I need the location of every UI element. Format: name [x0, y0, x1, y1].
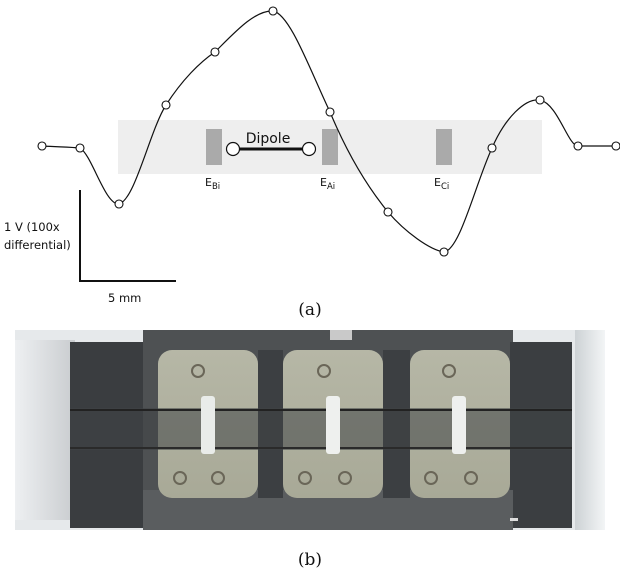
hole — [173, 471, 187, 485]
window-2 — [326, 396, 340, 454]
hole — [338, 471, 352, 485]
top-lead — [330, 330, 352, 340]
hole — [298, 471, 312, 485]
hole — [317, 364, 331, 378]
speck — [510, 518, 518, 521]
dipole-end-left — [225, 141, 241, 157]
trace-marker — [611, 141, 620, 151]
trace-marker — [114, 199, 124, 209]
trace-marker — [75, 143, 85, 153]
hole — [211, 471, 225, 485]
electrode-label-b: EBi — [205, 176, 220, 192]
potential-diagram: Dipole EBi EAi ECi — [37, 6, 620, 282]
hole — [464, 471, 478, 485]
trace-marker — [383, 207, 393, 217]
channel-band — [70, 408, 572, 450]
window-3 — [452, 396, 466, 454]
electrode-label-a: EAi — [320, 176, 335, 192]
hole — [424, 471, 438, 485]
electrode-label-c: ECi — [434, 176, 449, 192]
hole — [442, 364, 456, 378]
trace-marker — [268, 6, 278, 16]
electrode-photograph — [15, 330, 605, 530]
trace-marker — [573, 141, 583, 151]
electrode-c — [436, 129, 452, 165]
caption-b: (b) — [297, 550, 323, 570]
dipole-end-right — [301, 141, 317, 157]
electrode-b — [206, 129, 222, 165]
hole — [191, 364, 205, 378]
trace-marker — [487, 143, 497, 153]
mounting-holes — [173, 364, 478, 485]
voltage-scale-label: 1 V (100x differential) — [4, 220, 71, 252]
photo-left-glare — [15, 340, 75, 520]
trace-markers — [37, 6, 620, 257]
photo-right-glare — [575, 330, 605, 530]
trace-marker — [325, 107, 335, 117]
trace-marker — [439, 247, 449, 257]
trace-marker — [535, 95, 545, 105]
window-1 — [201, 396, 215, 454]
trace-marker — [37, 141, 47, 151]
dipole-label: Dipole — [246, 131, 291, 147]
caption-a: (a) — [298, 300, 322, 320]
trace-marker — [210, 47, 220, 57]
trace-marker — [161, 100, 171, 110]
electrode-a — [322, 129, 338, 165]
length-scale-label: 5 mm — [108, 291, 142, 305]
